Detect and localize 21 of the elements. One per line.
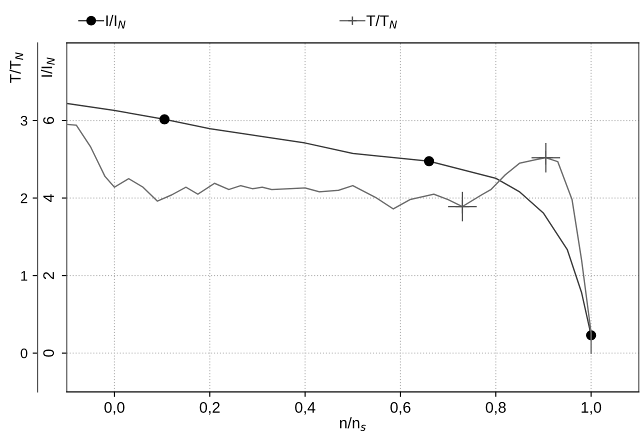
x-tick-label: 0,2 — [200, 402, 220, 415]
legend-label: T/T$_{N}$ — [366, 14, 397, 28]
x-tick-label: 1,0 — [582, 402, 602, 415]
y-tick-label: 2 — [43, 272, 54, 280]
y-tick-label: 4 — [43, 194, 54, 202]
y-axis-title: I/I$_{N}$ — [41, 57, 55, 77]
x-axis-title: n/n$_{s}$ — [340, 417, 366, 431]
x-tick-label: 0,6 — [390, 402, 410, 415]
legend-label: I/I$_{N}$ — [106, 14, 126, 28]
x-tick-label: 0,0 — [104, 402, 124, 415]
y2-tick-label: 2 — [20, 193, 28, 204]
y2-tick-label: 0 — [20, 348, 28, 358]
point — [159, 114, 170, 124]
y2-tick-label: 3 — [20, 116, 28, 126]
y2-tick-label: 1 — [21, 271, 28, 281]
point — [424, 156, 434, 166]
y-tick-label: 0 — [43, 349, 54, 357]
y2-axis-title: T/T$_{N}$ — [10, 52, 24, 83]
x-tick-label: 0,4 — [295, 402, 316, 415]
y-tick-label: 6 — [43, 116, 54, 124]
x-tick-label: 0,8 — [486, 402, 506, 415]
